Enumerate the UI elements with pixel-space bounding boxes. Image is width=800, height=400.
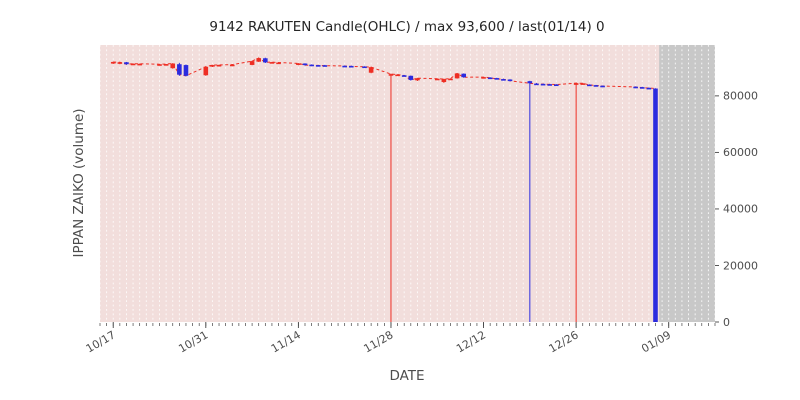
candle-body	[415, 78, 420, 81]
candle-body	[653, 88, 658, 323]
candle-body	[110, 61, 116, 64]
candle-body	[342, 65, 347, 68]
candle-body	[296, 63, 301, 65]
y-tick-label: 80000	[723, 90, 758, 103]
x-axis-label: DATE	[389, 368, 424, 384]
candle-body	[573, 83, 579, 85]
y-tick-label: 20000	[723, 259, 758, 272]
candle-body	[553, 84, 559, 87]
chart-title: 9142 RAKUTEN Candle(OHLC) / max 93,600 /…	[209, 19, 604, 35]
candle-body	[117, 62, 123, 64]
candle-body	[362, 66, 367, 69]
x-tick-label: 10/17	[84, 328, 118, 355]
x-tick-label: 11/28	[362, 328, 396, 355]
candle-body	[487, 77, 493, 80]
candle-body	[302, 63, 308, 66]
offmarket-region	[659, 45, 715, 322]
candle-body	[501, 79, 506, 81]
candle-body	[580, 83, 586, 85]
candle-body	[441, 79, 447, 83]
candle-body	[348, 65, 354, 68]
candle-body	[263, 58, 268, 63]
candle-body	[633, 86, 638, 89]
candle-body	[547, 84, 552, 86]
x-tick-label: 12/26	[547, 328, 581, 355]
candle-body	[408, 75, 414, 80]
candle-body	[448, 78, 453, 81]
candle-body	[203, 66, 209, 76]
candle-body	[646, 87, 652, 90]
candle-body	[163, 64, 169, 66]
candle-body	[395, 74, 400, 77]
y-tick-label: 40000	[723, 203, 758, 216]
y-axis-label: IPPAN ZAIKO (volume)	[71, 108, 87, 257]
candle-body	[130, 63, 136, 66]
candle-body	[170, 63, 176, 69]
candle-body	[124, 62, 129, 65]
candle-body	[322, 65, 328, 67]
candle-body	[229, 64, 235, 67]
candle-body	[315, 65, 321, 67]
candle-body	[639, 87, 645, 89]
x-tick-label: 10/31	[176, 328, 210, 355]
candle-body	[388, 74, 394, 76]
candle-body	[540, 83, 546, 86]
candle-body	[183, 65, 189, 76]
candle-body	[216, 64, 222, 67]
candle-body	[249, 61, 255, 65]
candle-body	[587, 84, 592, 87]
candle-body	[276, 62, 281, 65]
candle-body	[157, 64, 162, 66]
candle-body	[534, 83, 539, 86]
candle-body	[600, 85, 605, 88]
candle-body	[177, 64, 182, 75]
candle-body	[434, 78, 440, 81]
x-tick-label: 12/12	[454, 328, 488, 355]
candle-body	[309, 64, 314, 67]
candle-body	[454, 73, 460, 79]
candle-body	[527, 81, 533, 84]
plot-background	[100, 45, 715, 322]
x-tick-label: 11/14	[269, 328, 303, 355]
candle-body	[401, 75, 407, 77]
y-tick-label: 60000	[723, 146, 758, 159]
candle-body	[256, 58, 262, 62]
candle-body	[368, 67, 374, 73]
candle-body	[461, 73, 467, 78]
candle-body	[269, 62, 275, 64]
x-tick-label: 01/09	[639, 328, 673, 355]
plot-area: 10/17 10/31 11/14 11/28 12/12 12/26 01/09 0 2000…	[84, 45, 758, 355]
candle-body	[593, 85, 599, 87]
candle-body	[481, 77, 486, 79]
candle-body	[137, 63, 142, 66]
candle-body	[507, 79, 513, 82]
candle-body	[494, 78, 500, 80]
candle-body	[210, 65, 215, 67]
y-tick-label: 0	[723, 316, 730, 329]
